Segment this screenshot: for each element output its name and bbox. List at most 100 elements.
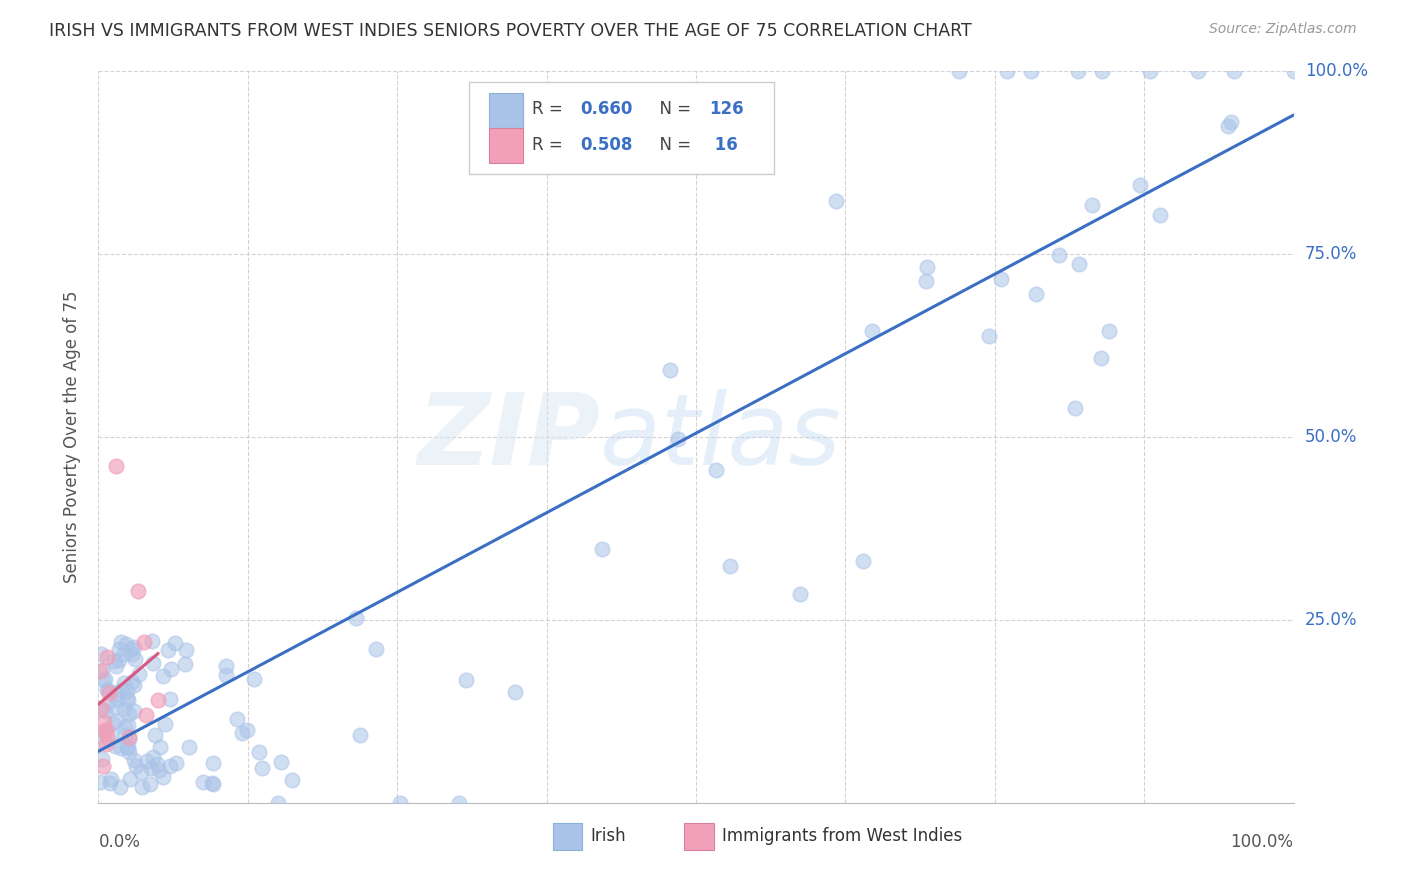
Point: [142, 750, 165, 764]
Text: 25.0%: 25.0%: [1305, 611, 1357, 629]
Point: [112, 676, 135, 690]
Point: [105, 685, 128, 699]
Point: [94, 672, 117, 686]
Point: [87, 735, 110, 749]
Point: [1187, 64, 1209, 78]
Point: [138, 777, 160, 791]
Point: [110, 683, 132, 698]
Point: [90, 647, 112, 661]
Point: [94, 737, 117, 751]
Point: [226, 712, 249, 726]
Point: [214, 668, 236, 682]
Point: [115, 637, 138, 651]
Point: [103, 654, 125, 668]
Point: [104, 739, 127, 753]
Point: [1081, 197, 1104, 211]
Point: [112, 702, 135, 716]
Point: [96, 730, 118, 744]
Point: [108, 780, 131, 794]
Point: [1139, 64, 1161, 78]
Point: [110, 635, 132, 649]
Point: [105, 692, 128, 706]
Point: [107, 642, 129, 657]
Point: [825, 194, 848, 208]
Point: [177, 739, 200, 754]
Point: [105, 459, 128, 474]
Text: Immigrants from West Indies: Immigrants from West Indies: [723, 828, 963, 846]
Point: [141, 634, 163, 648]
Point: [122, 640, 145, 654]
Point: [250, 761, 273, 775]
Point: [281, 773, 304, 788]
Text: 100.0%: 100.0%: [1305, 62, 1368, 80]
Point: [201, 776, 224, 790]
Text: IRISH VS IMMIGRANTS FROM WEST INDIES SENIORS POVERTY OVER THE AGE OF 75 CORRELAT: IRISH VS IMMIGRANTS FROM WEST INDIES SEN…: [49, 22, 972, 40]
FancyBboxPatch shape: [489, 94, 523, 128]
Text: 0.660: 0.660: [581, 101, 633, 119]
Point: [110, 741, 132, 756]
Point: [122, 704, 145, 718]
Point: [89, 774, 111, 789]
Point: [145, 728, 167, 742]
Point: [389, 796, 412, 810]
Point: [89, 664, 111, 678]
Point: [117, 740, 139, 755]
Point: [236, 723, 259, 738]
Point: [131, 765, 153, 780]
Point: [148, 763, 170, 777]
Point: [121, 675, 143, 690]
Point: [125, 759, 148, 773]
Point: [666, 432, 689, 446]
Point: [505, 685, 527, 699]
Point: [90, 663, 112, 677]
Point: [117, 732, 139, 747]
Point: [157, 643, 180, 657]
Point: [124, 651, 146, 665]
Point: [120, 772, 142, 786]
Point: [948, 64, 970, 78]
Point: [98, 694, 121, 708]
Text: N =: N =: [650, 101, 697, 119]
Point: [103, 716, 125, 731]
Point: [1047, 248, 1070, 262]
Text: 0.0%: 0.0%: [98, 833, 141, 851]
Point: [114, 728, 136, 742]
Point: [120, 642, 142, 657]
Point: [146, 693, 169, 707]
Text: 50.0%: 50.0%: [1305, 428, 1357, 446]
Text: 75.0%: 75.0%: [1305, 245, 1357, 263]
Point: [174, 657, 197, 671]
Point: [152, 669, 174, 683]
Point: [1090, 351, 1112, 366]
Point: [105, 659, 128, 673]
Point: [142, 656, 165, 670]
Text: Source: ZipAtlas.com: Source: ZipAtlas.com: [1209, 22, 1357, 37]
FancyBboxPatch shape: [489, 128, 523, 163]
Point: [146, 757, 169, 772]
Text: 100.0%: 100.0%: [1230, 833, 1294, 851]
Point: [344, 611, 367, 625]
Point: [176, 643, 198, 657]
Point: [98, 776, 121, 790]
Point: [447, 796, 470, 810]
Point: [915, 260, 938, 275]
Point: [152, 770, 174, 784]
Text: 16: 16: [709, 136, 738, 153]
Point: [349, 727, 371, 741]
Point: [789, 587, 811, 601]
Point: [159, 662, 181, 676]
Point: [115, 684, 138, 698]
Point: [1219, 114, 1241, 128]
Point: [979, 329, 1001, 343]
Point: [104, 700, 127, 714]
Point: [100, 727, 122, 741]
Point: [96, 682, 118, 697]
Point: [118, 746, 141, 760]
Point: [128, 667, 150, 681]
Point: [202, 756, 225, 770]
Text: Irish: Irish: [591, 828, 627, 846]
Point: [153, 717, 176, 731]
Point: [591, 542, 613, 557]
Point: [247, 745, 270, 759]
Point: [215, 658, 238, 673]
